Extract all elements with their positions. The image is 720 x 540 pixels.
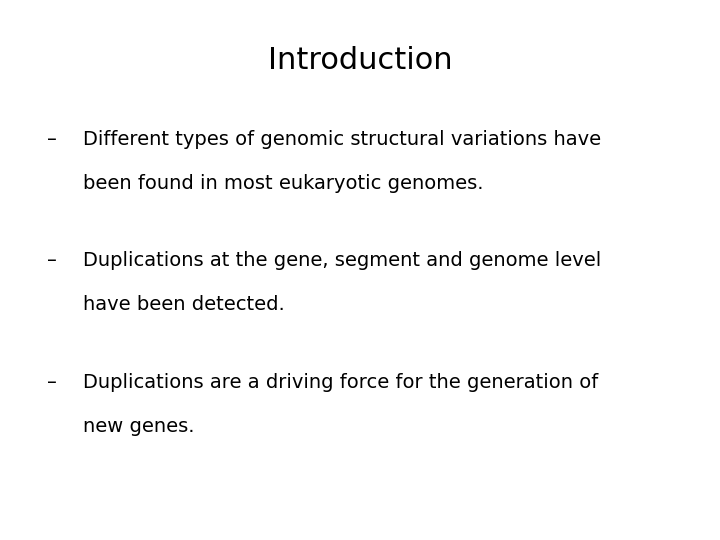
- Text: Different types of genomic structural variations have: Different types of genomic structural va…: [83, 130, 601, 148]
- Text: Duplications are a driving force for the generation of: Duplications are a driving force for the…: [83, 373, 598, 392]
- Text: new genes.: new genes.: [83, 417, 194, 436]
- Text: Introduction: Introduction: [268, 46, 452, 75]
- Text: Duplications at the gene, segment and genome level: Duplications at the gene, segment and ge…: [83, 251, 601, 270]
- Text: been found in most eukaryotic genomes.: been found in most eukaryotic genomes.: [83, 174, 483, 193]
- Text: –: –: [47, 130, 57, 148]
- Text: have been detected.: have been detected.: [83, 295, 284, 314]
- Text: –: –: [47, 251, 57, 270]
- Text: –: –: [47, 373, 57, 392]
